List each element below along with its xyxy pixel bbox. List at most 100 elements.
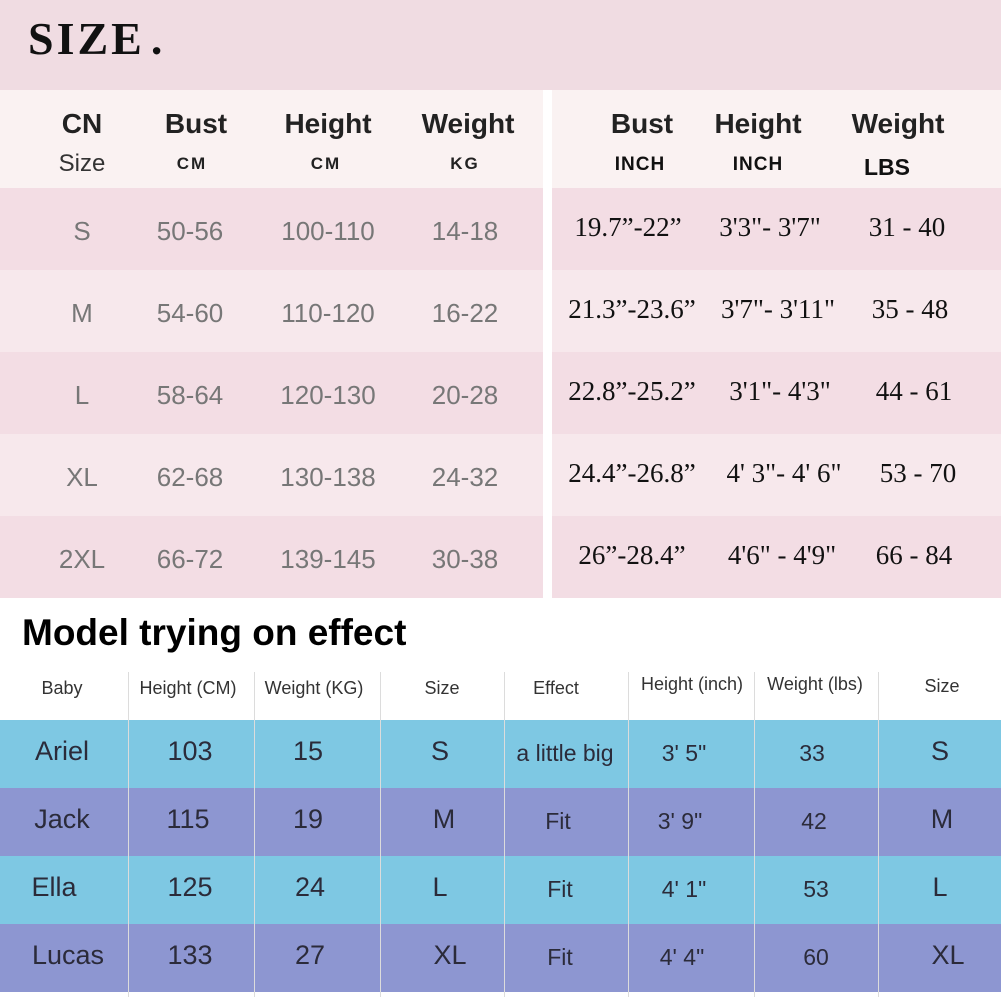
header-bust: Bust	[164, 108, 228, 139]
weight-lbs: 42	[801, 808, 827, 834]
header-size: Size	[424, 678, 460, 698]
size-chart-title: SIZE.	[28, 12, 165, 65]
height-cell: 110-120	[281, 298, 375, 328]
weight-kg: 24	[294, 872, 326, 902]
bust-inch-cell: 26”-28.4”	[578, 540, 686, 570]
height-inch: 3' 5"	[661, 740, 707, 766]
height-inch: 4' 4"	[659, 944, 705, 970]
column-divider	[380, 672, 381, 997]
imperial-row: 21.3”-23.6” 3'7"- 3'11" 35 - 48	[552, 270, 1001, 352]
effect: Fit	[547, 876, 573, 902]
imperial-row: 22.8”-25.2” 3'1"- 4'3" 44 - 61	[552, 352, 1001, 434]
height-cm: 103	[167, 736, 213, 766]
baby-name: Ariel	[34, 736, 90, 766]
imperial-header-row: Bust INCH Height INCH Weight LBS	[552, 90, 1001, 188]
bust-inch-cell: 24.4”-26.8”	[568, 458, 696, 488]
height-cm: 125	[167, 872, 213, 902]
header-bust-unit: CM	[176, 154, 208, 173]
header-weight-kg: Weight (KG)	[264, 678, 364, 698]
weight-lbs: 60	[803, 944, 829, 970]
height-inch-cell: 3'3"- 3'7"	[719, 212, 821, 242]
size-cell: M	[71, 298, 93, 328]
bust-inch-cell: 19.7”-22”	[574, 212, 682, 242]
height-inch: 4' 1"	[661, 876, 707, 902]
size-2: S	[930, 736, 950, 766]
size-cell: S	[73, 216, 91, 246]
height-cell: 100-110	[281, 216, 375, 246]
effect: a little big	[516, 740, 614, 766]
metric-row: S 50-56 100-110 14-18	[0, 188, 543, 270]
column-divider	[878, 672, 879, 997]
header-weight-lbs: Weight	[851, 108, 945, 139]
title-text: SIZE	[28, 13, 145, 64]
column-divider	[628, 672, 629, 997]
header-height-inch-unit: INCH	[732, 154, 784, 175]
size-2: M	[930, 804, 954, 834]
bust-cell: 54-60	[156, 298, 224, 328]
header-height-cm: Height (CM)	[139, 678, 237, 698]
weight-lbs-cell: 53 - 70	[879, 458, 957, 488]
bust-cell: 50-56	[156, 216, 224, 246]
metric-header-row: CN Size Bust CM Height CM Weight KG	[0, 90, 543, 188]
height-inch-cell: 3'1"- 4'3"	[729, 376, 831, 406]
size-2: L	[932, 872, 948, 902]
height-cm: 115	[166, 804, 210, 834]
bust-cell: 62-68	[156, 462, 224, 492]
header-cn-sub: Size	[58, 150, 106, 177]
weight-cell: 20-28	[431, 380, 499, 410]
weight-cell: 24-32	[431, 462, 499, 492]
bust-cell: 66-72	[156, 544, 224, 574]
metric-row: 2XL 66-72 139-145 30-38	[0, 516, 543, 598]
imperial-row: 24.4”-26.8” 4' 3"- 4' 6" 53 - 70	[552, 434, 1001, 516]
height-cell: 120-130	[280, 380, 376, 410]
header-size-2: Size	[924, 676, 960, 696]
model-row: Lucas 133 27 XL Fit 4' 4" 60 XL	[0, 924, 1001, 992]
weight-lbs-cell: 44 - 61	[875, 376, 953, 406]
size-cell: XL	[66, 462, 98, 492]
weight-cell: 14-18	[431, 216, 499, 246]
size: S	[430, 736, 450, 766]
size: L	[432, 872, 448, 902]
bust-inch-cell: 21.3”-23.6”	[568, 294, 696, 324]
weight-kg: 27	[294, 940, 326, 970]
weight-lbs-cell: 35 - 48	[871, 294, 949, 324]
height-inch-cell: 3'7"- 3'11"	[720, 294, 836, 324]
baby-name: Jack	[34, 804, 90, 834]
model-row: Ariel 103 15 S a little big 3' 5" 33 S	[0, 720, 1001, 788]
column-divider	[504, 672, 505, 997]
effect: Fit	[547, 944, 573, 970]
header-weight-unit: KG	[450, 154, 480, 173]
title-dot: .	[150, 13, 166, 64]
imperial-row: 26”-28.4” 4'6" - 4'9" 66 - 84	[552, 516, 1001, 598]
header-weight: Weight	[421, 108, 515, 139]
header-height: Height	[284, 108, 372, 139]
metric-row: M 54-60 110-120 16-22	[0, 270, 543, 352]
weight-lbs: 53	[803, 876, 829, 902]
metric-row: L 58-64 120-130 20-28	[0, 352, 543, 434]
weight-kg: 19	[292, 804, 324, 834]
header-bust-inch: Bust	[610, 108, 674, 139]
weight-cell: 30-38	[431, 544, 499, 574]
weight-lbs-cell: 31 - 40	[868, 212, 946, 242]
model-section-title: Model trying on effect	[22, 612, 407, 653]
effect: Fit	[545, 808, 571, 834]
header-effect: Effect	[533, 678, 579, 698]
height-cm: 133	[167, 940, 213, 970]
header-cn: CN	[61, 108, 103, 139]
metric-row: XL 62-68 130-138 24-32	[0, 434, 543, 516]
height-inch: 3' 9"	[657, 808, 703, 834]
baby-name: Lucas	[31, 940, 105, 970]
header-weight-lbs-unit: LBS	[864, 154, 910, 180]
header-baby: Baby	[41, 678, 83, 698]
bust-cell: 58-64	[156, 380, 224, 410]
column-divider	[754, 672, 755, 997]
size: M	[432, 804, 456, 834]
model-table: Baby Height (CM) Weight (KG) Size Effect…	[0, 672, 1001, 992]
height-inch-cell: 4' 3"- 4' 6"	[726, 458, 842, 488]
model-header-row: Baby Height (CM) Weight (KG) Size Effect…	[0, 672, 1001, 720]
imperial-size-table: Bust INCH Height INCH Weight LBS 19.7”-2…	[552, 90, 1001, 598]
weight-lbs: 33	[799, 740, 825, 766]
weight-cell: 16-22	[431, 298, 499, 328]
column-divider	[128, 672, 129, 997]
height-cell: 139-145	[280, 544, 376, 574]
